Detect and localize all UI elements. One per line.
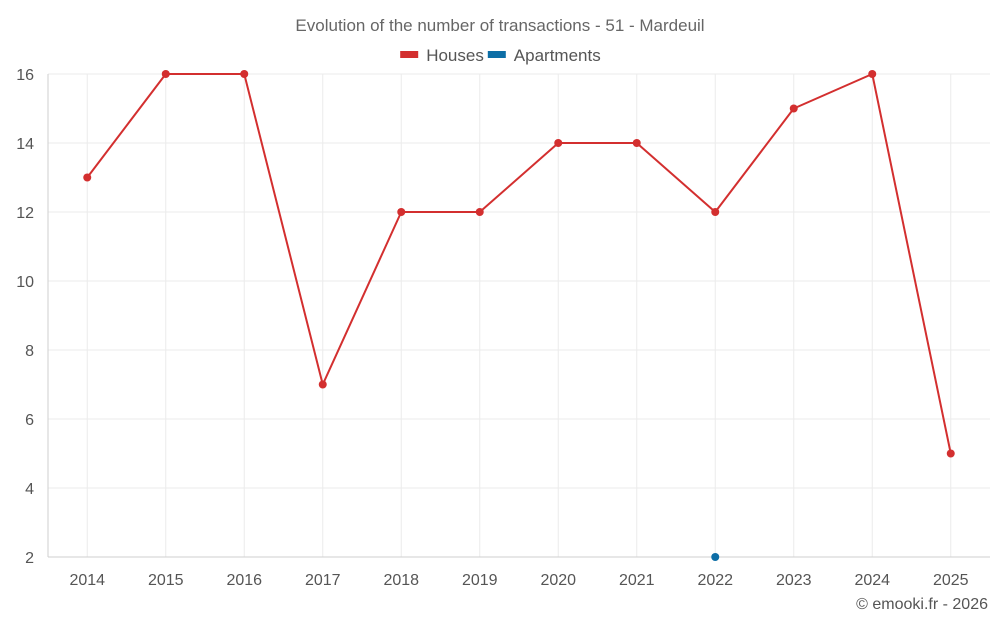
- x-tick-label: 2024: [854, 572, 890, 589]
- x-tick-label: 2023: [776, 572, 812, 589]
- houses-point-2024: [868, 70, 877, 78]
- x-tick-label: 2020: [540, 572, 576, 589]
- x-tick-label: 2025: [933, 572, 969, 589]
- houses-point-2014: [83, 173, 92, 182]
- series-group: [83, 70, 955, 561]
- x-tick-label: 2022: [697, 572, 733, 589]
- x-tick-label: 2015: [148, 572, 184, 589]
- houses-point-2021: [632, 139, 641, 147]
- houses-point-2016: [240, 70, 249, 78]
- houses-point-2018: [397, 208, 406, 216]
- legend-label-apartments: Apartments: [514, 46, 601, 65]
- x-tick-label: 2016: [226, 572, 262, 589]
- houses-series-line: [86, 73, 952, 454]
- x-tick-label: 2017: [305, 572, 341, 589]
- x-tick-label: 2021: [619, 572, 655, 589]
- y-tick-label: 10: [16, 274, 34, 291]
- y-tick-label: 6: [25, 412, 34, 429]
- apartments-point-2022: [711, 553, 720, 561]
- x-axis: 2014 2015 2016 2017 2018 2019 2020 2021 2022 2023…: [48, 556, 990, 589]
- chart-title: Evolution of the number of transactions …: [295, 16, 704, 35]
- legend-swatch-apartments: [487, 51, 506, 58]
- y-axis: 2 4 6 8 10 12 14 16: [16, 67, 49, 567]
- y-tick-label: 2: [25, 550, 34, 567]
- y-tick-label: 16: [16, 67, 34, 84]
- legend-label-houses: Houses: [426, 46, 484, 65]
- y-tick-label: 4: [25, 481, 34, 498]
- gridlines: [48, 73, 990, 558]
- legend-swatch-houses: [400, 51, 419, 58]
- credit-text: © emooki.fr - 2026: [856, 596, 988, 613]
- houses-point-2020: [554, 139, 563, 147]
- y-tick-label: 8: [25, 343, 34, 360]
- y-tick-label: 12: [16, 205, 34, 222]
- x-tick-label: 2018: [383, 572, 419, 589]
- houses-point-2019: [475, 208, 484, 216]
- x-tick-label: 2019: [462, 572, 498, 589]
- houses-point-2025: [946, 449, 955, 458]
- y-tick-label: 14: [16, 136, 34, 153]
- houses-point-2022: [711, 208, 720, 216]
- houses-point-2017: [318, 380, 327, 389]
- legend: Houses Apartments: [400, 46, 601, 65]
- houses-point-2023: [789, 104, 798, 113]
- x-tick-label: 2014: [69, 572, 105, 589]
- houses-point-2015: [161, 70, 170, 78]
